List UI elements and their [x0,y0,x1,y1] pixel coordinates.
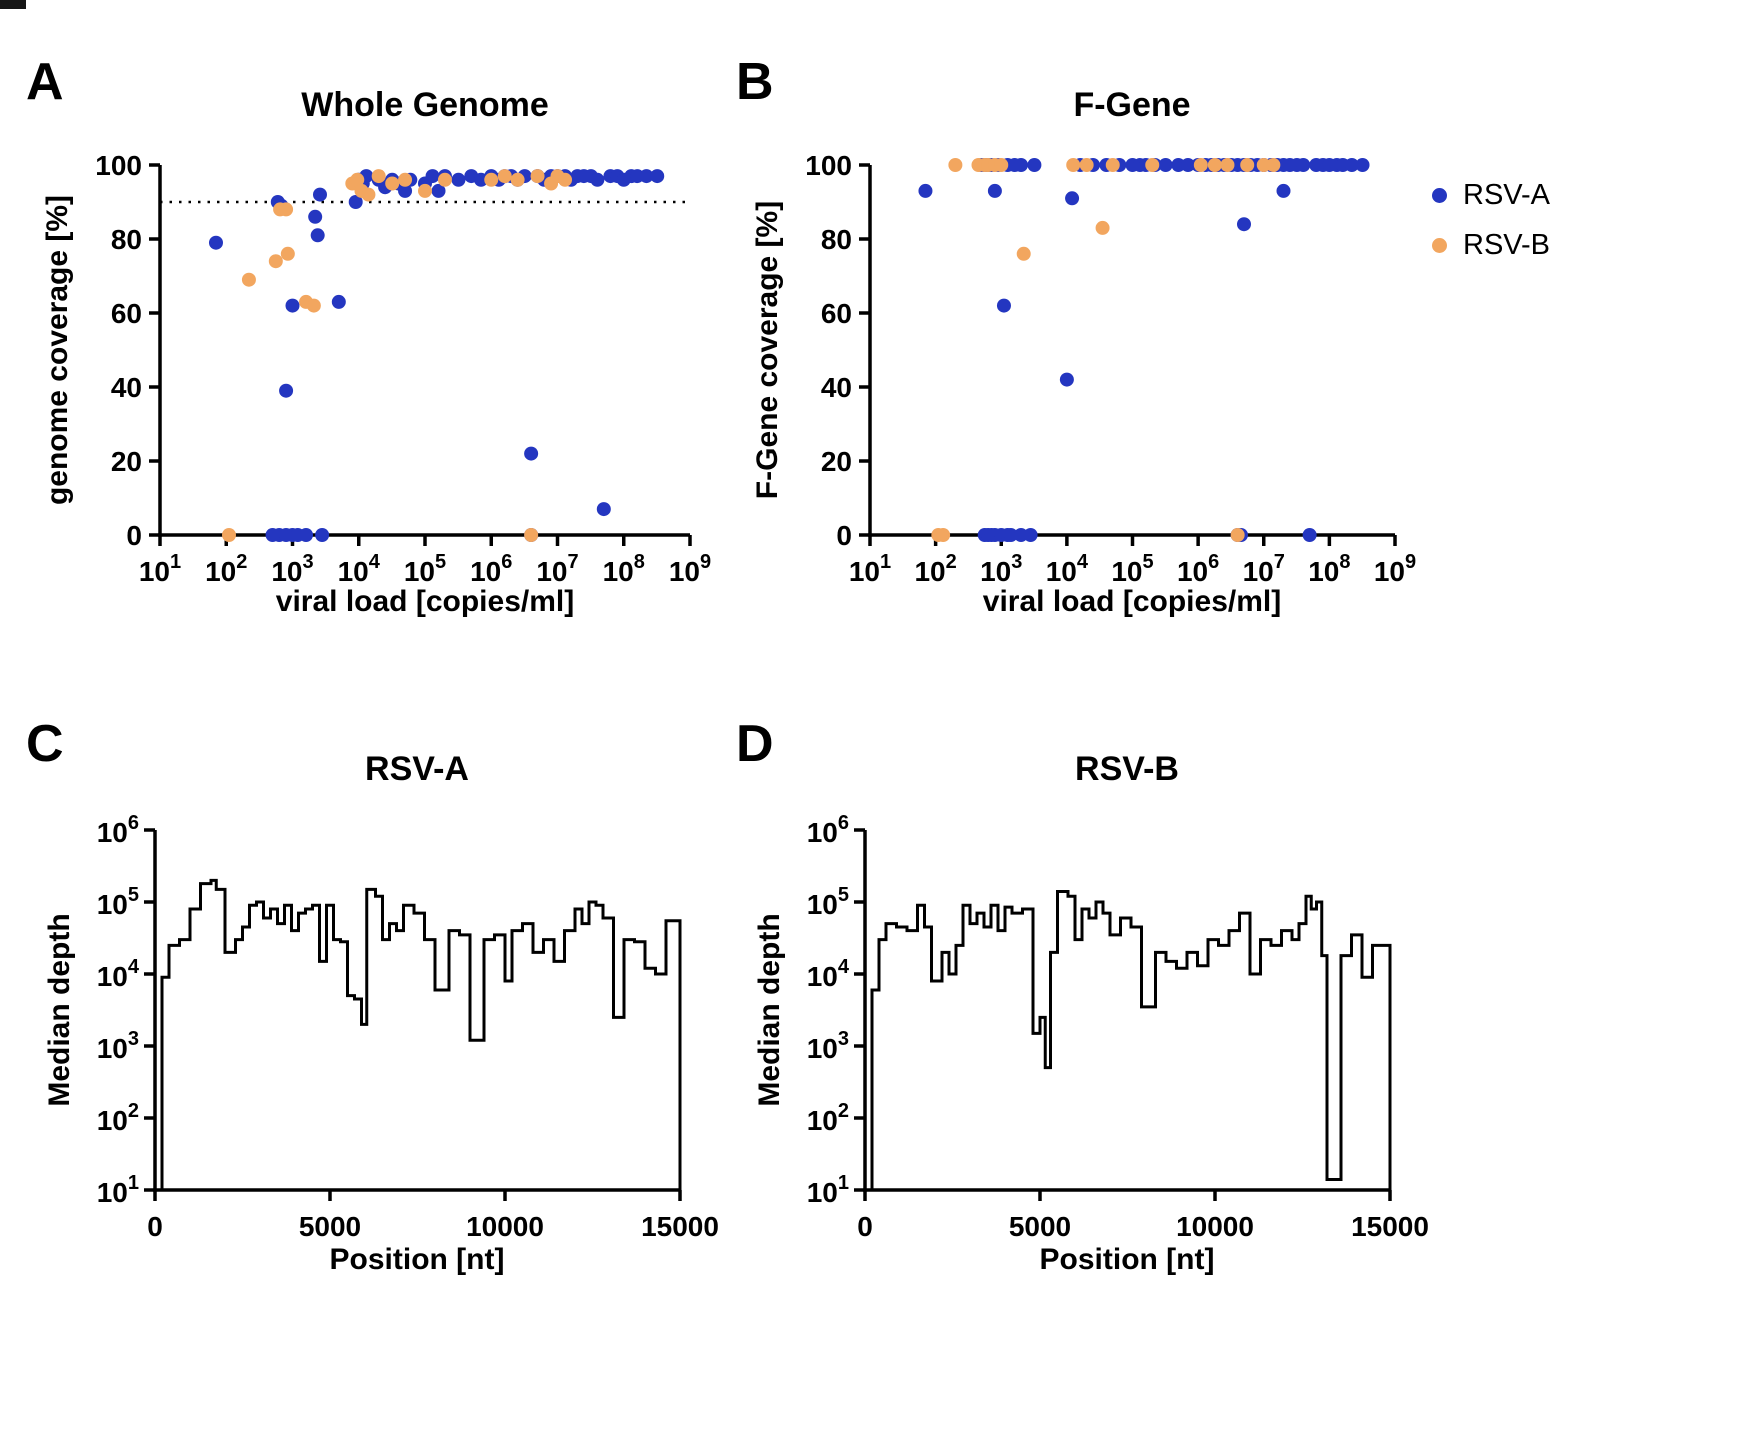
panel-d-title: RSV-B [1075,750,1179,788]
panel-b-x-axis-label: viral load [copies/ml] [982,585,1282,618]
svg-text:104: 104 [338,551,381,587]
svg-text:15000: 15000 [641,1211,719,1242]
panel-a-x-axis-label: viral load [copies/ml] [275,585,575,618]
svg-text:103: 103 [271,551,313,587]
svg-text:105: 105 [404,551,446,587]
svg-text:106: 106 [470,551,512,587]
svg-text:103: 103 [807,1028,849,1064]
svg-text:0: 0 [857,1211,873,1242]
svg-text:5000: 5000 [1009,1211,1071,1242]
svg-text:10000: 10000 [1176,1211,1254,1242]
legend-dot-rsv-b [1432,237,1447,253]
svg-text:104: 104 [807,956,850,992]
svg-text:80: 80 [111,224,142,255]
svg-text:106: 106 [97,812,139,848]
legend-item-rsv-b: RSV-B [1432,220,1550,270]
svg-text:0: 0 [126,520,142,551]
svg-text:106: 106 [1177,551,1219,587]
svg-text:107: 107 [1243,551,1285,587]
legend-dot-rsv-a [1432,187,1447,203]
panel-c-title: RSV-A [365,750,469,788]
legend: RSV-A RSV-B [1432,170,1550,270]
panel-b-y-axis-label: F-Gene coverage [%] [751,200,784,500]
svg-text:102: 102 [205,551,247,587]
svg-text:20: 20 [111,446,142,477]
svg-text:101: 101 [139,551,181,587]
panel-d-x-axis-label: Position [nt] [1039,1243,1215,1276]
svg-text:20: 20 [821,446,852,477]
svg-text:100: 100 [95,150,142,181]
panel-b-title: F-Gene [1073,86,1191,124]
svg-text:109: 109 [669,551,711,587]
crop-artifact [0,0,26,9]
svg-text:5000: 5000 [299,1211,361,1242]
panel-c-x-axis-label: Position [nt] [329,1243,505,1276]
panel-d-y-axis-label: Median depth [753,913,786,1107]
svg-text:60: 60 [111,298,142,329]
svg-text:40: 40 [111,372,142,403]
svg-text:103: 103 [97,1028,139,1064]
panel-d-letter: D [736,715,774,773]
svg-text:106: 106 [807,812,849,848]
svg-text:108: 108 [603,551,645,587]
svg-text:103: 103 [980,551,1022,587]
svg-text:10000: 10000 [466,1211,544,1242]
panel-a-letter: A [26,53,64,111]
legend-label-rsv-a: RSV-A [1463,178,1551,211]
panel-b-letter: B [736,53,774,111]
legend-item-rsv-a: RSV-A [1432,170,1550,220]
panel-a-y-axis-label: genome coverage [%] [41,194,74,506]
svg-text:105: 105 [97,884,139,920]
svg-text:101: 101 [849,551,891,587]
svg-text:102: 102 [807,1100,849,1136]
panel-c-letter: C [26,715,64,773]
svg-text:0: 0 [147,1211,163,1242]
svg-text:107: 107 [536,551,578,587]
svg-text:104: 104 [1046,551,1089,587]
svg-text:102: 102 [914,551,956,587]
svg-text:40: 40 [821,372,852,403]
svg-text:105: 105 [1111,551,1153,587]
svg-text:15000: 15000 [1351,1211,1429,1242]
svg-text:101: 101 [97,1172,139,1208]
svg-text:101: 101 [807,1172,849,1208]
svg-text:100: 100 [805,150,852,181]
panel-a-title: Whole Genome [301,86,549,124]
svg-text:104: 104 [97,956,140,992]
svg-text:0: 0 [836,520,852,551]
svg-text:102: 102 [97,1100,139,1136]
svg-text:105: 105 [807,884,849,920]
svg-text:109: 109 [1374,551,1416,587]
svg-text:108: 108 [1308,551,1350,587]
panel-c-y-axis-label: Median depth [43,913,76,1107]
svg-text:60: 60 [821,298,852,329]
svg-text:80: 80 [821,224,852,255]
legend-label-rsv-b: RSV-B [1463,228,1551,261]
